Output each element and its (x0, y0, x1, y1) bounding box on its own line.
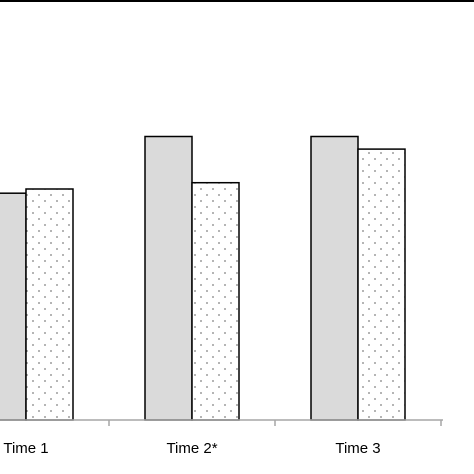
x-tick-label: Time 2* (166, 440, 217, 457)
bar-series2-time-3 (357, 148, 406, 421)
bar-series2-time-1 (25, 188, 74, 421)
x-tick-label: Time 1 (3, 440, 48, 457)
bar-series2-time-2 (191, 181, 240, 421)
bar-series1-time-1 (0, 192, 27, 421)
x-axis-tick-labels: Time 1 Time 2* Time 3 (3, 440, 380, 457)
bar-series1-time-2 (144, 135, 193, 421)
bar-series1-time-3 (310, 135, 359, 421)
bars-group (0, 135, 406, 421)
x-axis-ticks (108, 420, 442, 426)
x-tick-label: Time 3 (335, 440, 380, 457)
